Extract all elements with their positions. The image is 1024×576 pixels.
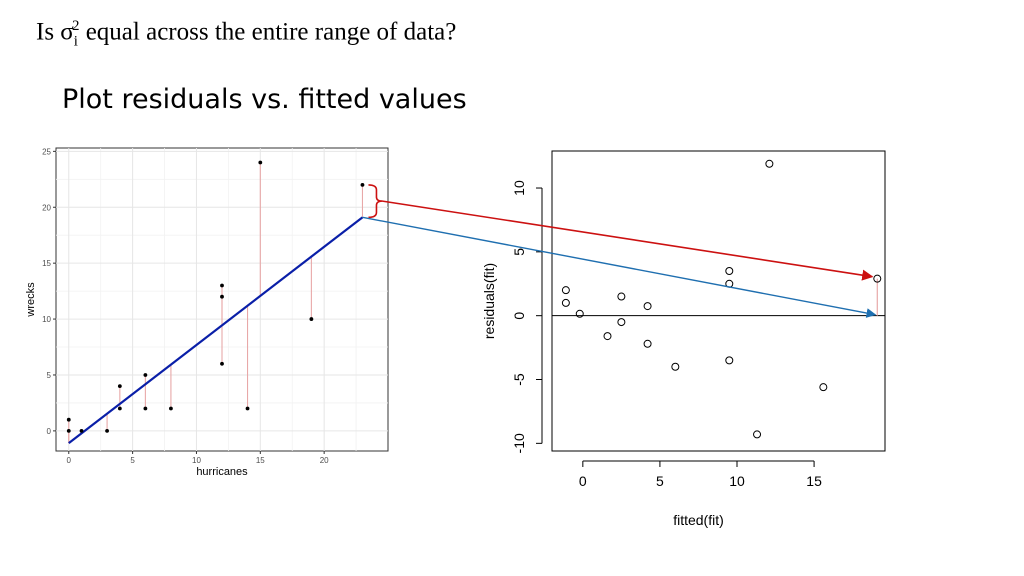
data-point [753, 430, 762, 439]
x-tick-label: 15 [806, 473, 822, 489]
x-tick-label: 10 [729, 473, 745, 489]
data-point [725, 356, 734, 365]
data-point [309, 317, 314, 321]
data-point [765, 159, 774, 168]
data-point [561, 286, 570, 295]
residual-arrow [382, 200, 874, 281]
data-point [603, 332, 612, 341]
y-tick-label: 5 [511, 248, 527, 256]
data-point [220, 294, 224, 299]
data-point [245, 406, 250, 411]
slide-subheading: Plot residuals vs. fitted values [62, 84, 467, 115]
x-axis-title: fitted(fit) [673, 512, 724, 528]
regression-line [68, 216, 364, 445]
y-tick-label: 15 [42, 259, 51, 268]
y-tick-label: 0 [511, 312, 527, 320]
data-point [143, 406, 148, 411]
data-point [169, 406, 173, 411]
data-point [258, 160, 263, 165]
y-tick-label: 10 [511, 180, 527, 196]
slide-heading: Is σi2 equal across the entire range of … [36, 18, 457, 50]
data-point [617, 292, 626, 301]
data-point [561, 298, 570, 307]
data-point [643, 339, 652, 348]
data-point [643, 302, 652, 311]
data-point [873, 274, 882, 283]
data-point [725, 267, 734, 275]
data-point [143, 373, 148, 377]
y-axis-title: wrecks [25, 282, 37, 318]
fitted-value-arrow [362, 216, 877, 318]
y-tick-label: 25 [42, 147, 51, 156]
hurricanes-wrecks-scatter: 0 5 10 15 20 0 5 10 15 20 25 hurricanes wrecks [25, 147, 389, 478]
data-point [819, 383, 828, 392]
annotation-layer [362, 184, 877, 318]
data-point [117, 384, 122, 389]
x-axis-title: hurricanes [196, 466, 248, 478]
x-tick-label: 15 [256, 456, 265, 465]
x-tick-label: 0 [67, 456, 72, 465]
data-point [575, 309, 584, 318]
x-tick-label: 10 [192, 456, 201, 465]
right-plot-box [551, 150, 886, 452]
y-tick-label: 20 [42, 203, 51, 212]
y-tick-label: 10 [42, 315, 51, 324]
data-point [105, 428, 109, 433]
y-tick-label: -10 [511, 433, 527, 453]
y-tick-label: 0 [47, 427, 52, 436]
x-tick-label: 5 [656, 473, 664, 489]
data-point [66, 428, 71, 433]
data-point [220, 361, 224, 366]
data-point [360, 182, 365, 187]
data-point [617, 318, 626, 327]
data-point [66, 417, 71, 422]
residuals-vs-fitted-plot: 0 5 10 15 -10 -5 0 5 10 fitted(fit) residuals(fit) [481, 150, 886, 528]
x-tick-label: 20 [320, 456, 329, 465]
y-tick-label: 5 [47, 371, 52, 380]
data-point [117, 406, 122, 411]
x-tick-label: 0 [579, 473, 587, 489]
data-point [671, 362, 680, 371]
y-axis-title: residuals(fit) [481, 263, 497, 339]
data-point [220, 283, 224, 288]
data-point [79, 428, 84, 433]
y-tick-label: -5 [511, 373, 527, 386]
x-tick-label: 5 [130, 456, 135, 465]
